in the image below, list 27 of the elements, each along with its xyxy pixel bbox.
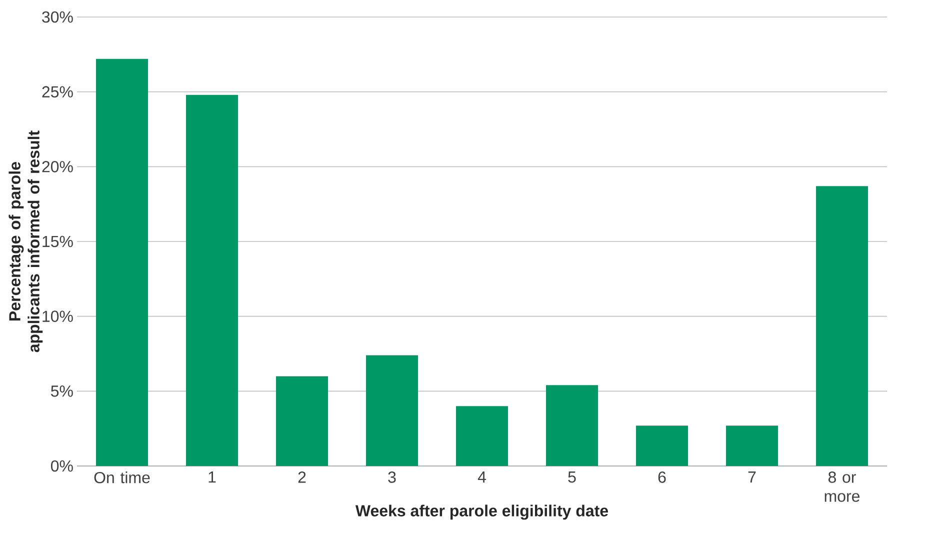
x-tick-label: 6 — [658, 472, 666, 483]
y-tick-label: 10% — [42, 310, 73, 322]
bar — [726, 426, 778, 466]
x-tick-label: 2 — [298, 472, 306, 483]
bar — [186, 94, 238, 466]
bar — [546, 385, 598, 466]
y-tick-label: 20% — [42, 161, 73, 172]
bar — [636, 426, 688, 466]
x-tick-label: 4 — [478, 472, 486, 483]
x-tick-label: 1 — [208, 472, 216, 483]
y-tick-label: 30% — [42, 11, 73, 23]
bar — [366, 355, 418, 466]
y-tick-label: 0% — [50, 460, 73, 472]
y-tick-label: 25% — [42, 86, 73, 98]
bar — [276, 376, 328, 466]
y-tick-label: 15% — [42, 236, 73, 248]
y-tick-label: 5% — [50, 386, 73, 397]
y-axis-title: Percentage of parole applicants informed of result — [8, 130, 43, 352]
x-tick-label: 3 — [388, 472, 396, 483]
x-tick-label: 7 — [748, 472, 756, 483]
bar — [96, 58, 148, 466]
x-tick-label: On time — [94, 472, 150, 484]
x-tick-label: 5 — [568, 472, 576, 483]
x-axis-title: Weeks after parole eligibility date — [355, 504, 608, 520]
bar — [456, 406, 508, 466]
bar — [816, 186, 868, 466]
x-tick-label: 8 or more — [824, 472, 860, 502]
